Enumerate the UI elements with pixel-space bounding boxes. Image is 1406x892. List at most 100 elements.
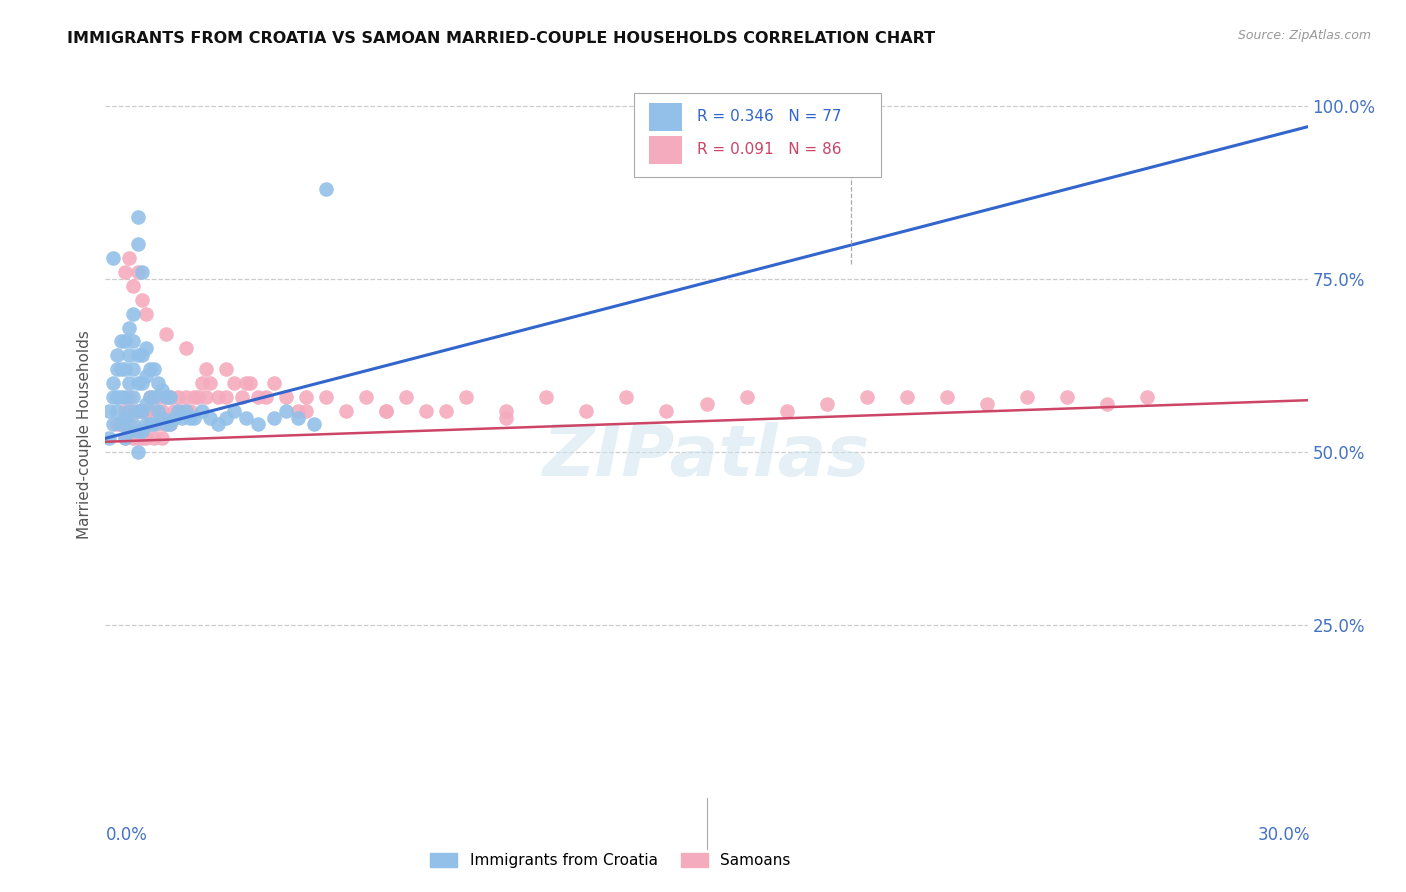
- Point: [98, 403, 121, 417]
- Point: [122, 279, 145, 293]
- Text: IMMIGRANTS FROM CROATIA VS SAMOAN MARRIED-COUPLE HOUSEHOLDS CORRELATION CHART: IMMIGRANTS FROM CROATIA VS SAMOAN MARRIE…: [67, 31, 935, 46]
- Point: [107, 417, 129, 432]
- Point: [135, 431, 157, 445]
- Point: [118, 425, 141, 439]
- Point: [207, 417, 229, 432]
- Point: [146, 390, 169, 404]
- Point: [103, 252, 125, 266]
- Text: 30.0%: 30.0%: [1258, 826, 1310, 844]
- Point: [131, 403, 153, 417]
- Point: [454, 390, 477, 404]
- Point: [174, 403, 197, 417]
- Point: [235, 410, 257, 425]
- Point: [287, 410, 309, 425]
- Point: [936, 390, 959, 404]
- Point: [118, 376, 141, 390]
- Point: [159, 417, 181, 432]
- Point: [1097, 397, 1119, 411]
- Point: [187, 390, 209, 404]
- Point: [127, 210, 149, 224]
- Point: [415, 403, 437, 417]
- Point: [354, 390, 377, 404]
- Point: [263, 410, 285, 425]
- Point: [222, 403, 245, 417]
- Point: [114, 431, 136, 445]
- Point: [194, 362, 217, 376]
- FancyBboxPatch shape: [648, 136, 682, 164]
- Point: [118, 252, 141, 266]
- Point: [127, 425, 149, 439]
- Point: [142, 362, 165, 376]
- Point: [142, 403, 165, 417]
- Point: [616, 390, 638, 404]
- Point: [495, 410, 517, 425]
- Point: [114, 390, 136, 404]
- Point: [103, 376, 125, 390]
- Point: [127, 348, 149, 362]
- Point: [254, 390, 277, 404]
- Point: [214, 390, 236, 404]
- Point: [127, 237, 149, 252]
- Point: [122, 334, 145, 349]
- Point: [142, 390, 165, 404]
- Point: [118, 390, 141, 404]
- Point: [110, 417, 132, 432]
- Point: [170, 403, 193, 417]
- Point: [166, 403, 188, 417]
- Point: [190, 376, 212, 390]
- Point: [122, 403, 145, 417]
- Point: [239, 376, 262, 390]
- Point: [155, 417, 177, 432]
- Point: [107, 403, 129, 417]
- Point: [287, 403, 309, 417]
- Point: [155, 327, 177, 342]
- Point: [155, 390, 177, 404]
- Point: [295, 403, 318, 417]
- Point: [776, 403, 799, 417]
- Point: [162, 410, 184, 425]
- Point: [110, 417, 132, 432]
- Point: [138, 417, 160, 432]
- Point: [131, 348, 153, 362]
- Point: [174, 341, 197, 355]
- Point: [159, 390, 181, 404]
- Point: [159, 417, 181, 432]
- Point: [127, 403, 149, 417]
- Point: [118, 417, 141, 432]
- Point: [131, 425, 153, 439]
- Text: ZIPatlas: ZIPatlas: [543, 422, 870, 491]
- Point: [114, 334, 136, 349]
- Point: [122, 417, 145, 432]
- Point: [138, 362, 160, 376]
- Point: [194, 390, 217, 404]
- Point: [142, 431, 165, 445]
- Point: [103, 390, 125, 404]
- Point: [138, 390, 160, 404]
- Point: [246, 417, 269, 432]
- Point: [138, 390, 160, 404]
- Point: [118, 320, 141, 334]
- Point: [295, 390, 318, 404]
- Point: [150, 383, 173, 397]
- Text: R = 0.346   N = 77: R = 0.346 N = 77: [697, 109, 841, 124]
- Text: R = 0.091   N = 86: R = 0.091 N = 86: [697, 143, 841, 157]
- Point: [127, 445, 149, 459]
- Point: [315, 182, 337, 196]
- Point: [138, 417, 160, 432]
- Point: [131, 431, 153, 445]
- Point: [174, 390, 197, 404]
- Point: [183, 390, 205, 404]
- Point: [170, 410, 193, 425]
- Point: [135, 397, 157, 411]
- Point: [135, 369, 157, 384]
- Point: [150, 410, 173, 425]
- Point: [110, 334, 132, 349]
- Point: [231, 390, 253, 404]
- FancyBboxPatch shape: [648, 103, 682, 131]
- Point: [131, 403, 153, 417]
- Point: [198, 376, 221, 390]
- Point: [114, 265, 136, 279]
- Text: Source: ZipAtlas.com: Source: ZipAtlas.com: [1237, 29, 1371, 42]
- Point: [159, 390, 181, 404]
- Legend: Immigrants from Croatia, Samoans: Immigrants from Croatia, Samoans: [423, 847, 797, 874]
